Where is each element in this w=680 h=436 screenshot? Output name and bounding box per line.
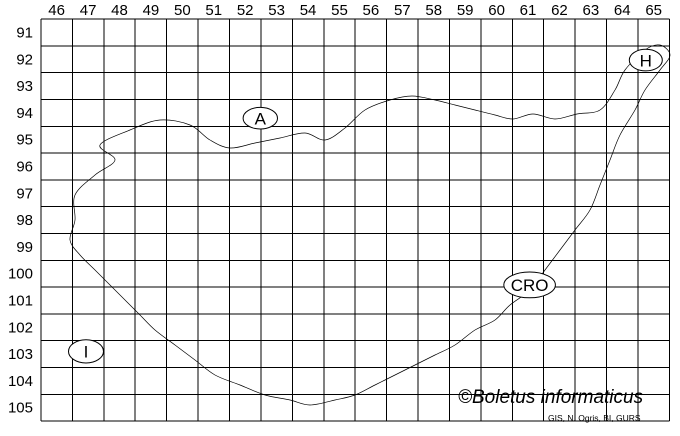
svg-text:60: 60 xyxy=(488,2,505,19)
svg-text:A: A xyxy=(255,110,267,129)
svg-text:99: 99 xyxy=(16,239,33,256)
svg-text:97: 97 xyxy=(16,185,33,202)
svg-text:51: 51 xyxy=(205,2,222,19)
svg-text:91: 91 xyxy=(16,25,33,42)
svg-text:98: 98 xyxy=(16,212,33,229)
svg-text:©Boletus informaticus: ©Boletus informaticus xyxy=(458,387,644,408)
svg-text:48: 48 xyxy=(111,2,128,19)
svg-text:96: 96 xyxy=(16,159,33,176)
svg-text:54: 54 xyxy=(300,2,317,19)
svg-text:92: 92 xyxy=(16,51,33,68)
svg-text:49: 49 xyxy=(143,2,160,19)
svg-text:I: I xyxy=(84,343,89,362)
svg-text:64: 64 xyxy=(614,2,631,19)
svg-text:GIS, N. Ogris, BI, GURS: GIS, N. Ogris, BI, GURS xyxy=(548,413,641,423)
svg-text:46: 46 xyxy=(48,2,65,19)
svg-text:93: 93 xyxy=(16,78,33,95)
svg-text:102: 102 xyxy=(8,319,33,336)
svg-text:50: 50 xyxy=(174,2,191,19)
svg-text:100: 100 xyxy=(8,266,33,283)
svg-text:105: 105 xyxy=(8,400,33,417)
svg-text:59: 59 xyxy=(457,2,474,19)
svg-text:55: 55 xyxy=(331,2,348,19)
svg-text:61: 61 xyxy=(520,2,537,19)
svg-text:103: 103 xyxy=(8,346,33,363)
svg-text:58: 58 xyxy=(425,2,442,19)
svg-text:104: 104 xyxy=(8,373,33,390)
svg-text:65: 65 xyxy=(645,2,662,19)
svg-text:53: 53 xyxy=(268,2,285,19)
svg-text:94: 94 xyxy=(16,105,33,122)
svg-text:101: 101 xyxy=(8,293,33,310)
svg-text:CRO: CRO xyxy=(511,276,549,295)
svg-text:H: H xyxy=(640,51,652,70)
svg-text:63: 63 xyxy=(583,2,600,19)
svg-text:47: 47 xyxy=(80,2,97,19)
svg-text:52: 52 xyxy=(237,2,254,19)
svg-text:56: 56 xyxy=(363,2,380,19)
svg-text:95: 95 xyxy=(16,132,33,149)
svg-text:62: 62 xyxy=(551,2,568,19)
svg-text:57: 57 xyxy=(394,2,411,19)
